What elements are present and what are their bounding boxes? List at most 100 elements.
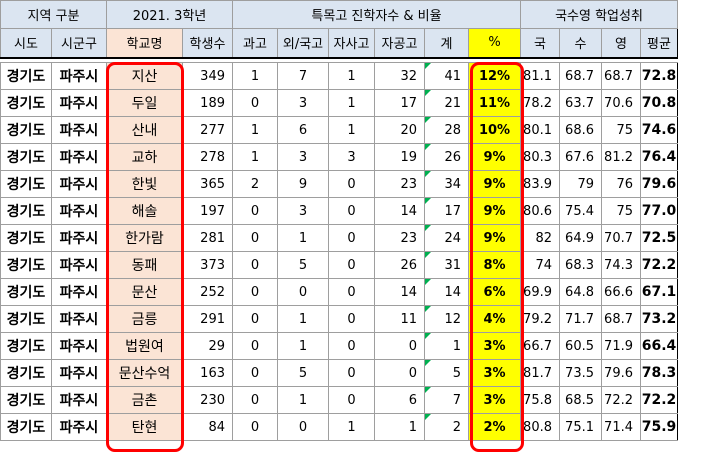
science-hs-cell[interactable]: 0 (232, 305, 278, 333)
korean-score-cell[interactable]: 80.6 (520, 197, 560, 225)
english-score-cell[interactable]: 68.7 (601, 62, 641, 90)
jagong-hs-cell[interactable]: 14 (374, 197, 425, 225)
foreign-hs-cell[interactable]: 9 (277, 170, 329, 198)
school-name-cell[interactable]: 해솔 (106, 197, 183, 225)
jagong-hs-cell[interactable]: 23 (374, 170, 425, 198)
school-name-cell[interactable]: 한빛 (106, 170, 183, 198)
jasa-hs-cell[interactable]: 0 (328, 197, 375, 225)
korean-score-cell[interactable]: 74 (520, 251, 560, 279)
math-score-cell[interactable]: 64.9 (559, 224, 602, 252)
total-count-cell[interactable]: 26 (424, 143, 469, 171)
student-count-cell[interactable]: 189 (182, 89, 233, 117)
percent-cell[interactable]: 2% (468, 413, 521, 441)
average-score-cell[interactable]: 73.2 (640, 305, 678, 333)
jagong-hs-cell[interactable]: 20 (374, 116, 425, 144)
total-count-cell[interactable]: 41 (424, 62, 469, 90)
jagong-hs-cell[interactable]: 23 (374, 224, 425, 252)
total-count-cell[interactable]: 34 (424, 170, 469, 198)
average-score-cell[interactable]: 66.4 (640, 332, 678, 360)
average-score-cell[interactable]: 72.5 (640, 224, 678, 252)
col-header-english[interactable]: 영 (601, 28, 641, 58)
jasa-hs-cell[interactable]: 1 (328, 62, 375, 90)
percent-cell[interactable]: 8% (468, 251, 521, 279)
korean-score-cell[interactable]: 79.2 (520, 305, 560, 333)
sigungu-cell[interactable]: 파주시 (51, 251, 107, 279)
sido-cell[interactable]: 경기도 (0, 251, 52, 279)
english-score-cell[interactable]: 66.6 (601, 278, 641, 306)
math-score-cell[interactable]: 67.6 (559, 143, 602, 171)
korean-score-cell[interactable]: 78.2 (520, 89, 560, 117)
col-header-sigungu[interactable]: 시군구 (51, 28, 107, 58)
foreign-hs-cell[interactable]: 7 (277, 62, 329, 90)
sido-cell[interactable]: 경기도 (0, 359, 52, 387)
student-count-cell[interactable]: 197 (182, 197, 233, 225)
jagong-hs-cell[interactable]: 26 (374, 251, 425, 279)
sigungu-cell[interactable]: 파주시 (51, 278, 107, 306)
sigungu-cell[interactable]: 파주시 (51, 413, 107, 441)
jasa-hs-cell[interactable]: 0 (328, 386, 375, 414)
sido-cell[interactable]: 경기도 (0, 224, 52, 252)
percent-cell[interactable]: 9% (468, 143, 521, 171)
foreign-hs-cell[interactable]: 5 (277, 251, 329, 279)
math-score-cell[interactable]: 75.1 (559, 413, 602, 441)
school-name-cell[interactable]: 금릉 (106, 305, 183, 333)
math-score-cell[interactable]: 68.7 (559, 62, 602, 90)
jasa-hs-cell[interactable]: 3 (328, 143, 375, 171)
student-count-cell[interactable]: 84 (182, 413, 233, 441)
foreign-hs-cell[interactable]: 6 (277, 116, 329, 144)
col-header-percent[interactable]: % (468, 28, 521, 58)
sido-cell[interactable]: 경기도 (0, 197, 52, 225)
student-count-cell[interactable]: 252 (182, 278, 233, 306)
school-name-cell[interactable]: 산내 (106, 116, 183, 144)
korean-score-cell[interactable]: 83.9 (520, 170, 560, 198)
math-score-cell[interactable]: 79 (559, 170, 602, 198)
sido-cell[interactable]: 경기도 (0, 413, 52, 441)
total-count-cell[interactable]: 7 (424, 386, 469, 414)
sigungu-cell[interactable]: 파주시 (51, 62, 107, 90)
english-score-cell[interactable]: 70.7 (601, 224, 641, 252)
student-count-cell[interactable]: 373 (182, 251, 233, 279)
science-hs-cell[interactable]: 0 (232, 332, 278, 360)
jasa-hs-cell[interactable]: 1 (328, 89, 375, 117)
year-grade-group-header[interactable]: 2021. 3학년 (106, 0, 233, 29)
korean-score-cell[interactable]: 66.7 (520, 332, 560, 360)
sigungu-cell[interactable]: 파주시 (51, 89, 107, 117)
jagong-hs-cell[interactable]: 1 (374, 413, 425, 441)
english-score-cell[interactable]: 71.9 (601, 332, 641, 360)
average-score-cell[interactable]: 67.1 (640, 278, 678, 306)
korean-score-cell[interactable]: 82 (520, 224, 560, 252)
jasa-hs-cell[interactable]: 0 (328, 170, 375, 198)
sigungu-cell[interactable]: 파주시 (51, 224, 107, 252)
math-score-cell[interactable]: 68.3 (559, 251, 602, 279)
percent-cell[interactable]: 9% (468, 170, 521, 198)
korean-score-cell[interactable]: 80.8 (520, 413, 560, 441)
sido-cell[interactable]: 경기도 (0, 89, 52, 117)
total-count-cell[interactable]: 12 (424, 305, 469, 333)
jagong-hs-cell[interactable]: 32 (374, 62, 425, 90)
jagong-hs-cell[interactable]: 19 (374, 143, 425, 171)
total-count-cell[interactable]: 21 (424, 89, 469, 117)
region-group-header[interactable]: 지역 구분 (0, 0, 107, 29)
percent-cell[interactable]: 6% (468, 278, 521, 306)
percent-cell[interactable]: 3% (468, 386, 521, 414)
sido-cell[interactable]: 경기도 (0, 386, 52, 414)
foreign-hs-cell[interactable]: 1 (277, 332, 329, 360)
english-score-cell[interactable]: 70.6 (601, 89, 641, 117)
korean-score-cell[interactable]: 80.1 (520, 116, 560, 144)
col-header-math[interactable]: 수 (559, 28, 602, 58)
average-score-cell[interactable]: 78.3 (640, 359, 678, 387)
percent-cell[interactable]: 9% (468, 224, 521, 252)
col-header-jagong[interactable]: 자공고 (374, 28, 425, 58)
english-score-cell[interactable]: 75 (601, 116, 641, 144)
col-header-science[interactable]: 과고 (232, 28, 278, 58)
school-name-cell[interactable]: 교하 (106, 143, 183, 171)
scores-group-header[interactable]: 국수영 학업성취 (520, 0, 678, 29)
sido-cell[interactable]: 경기도 (0, 332, 52, 360)
science-hs-cell[interactable]: 0 (232, 359, 278, 387)
math-score-cell[interactable]: 68.5 (559, 386, 602, 414)
foreign-hs-cell[interactable]: 1 (277, 386, 329, 414)
science-hs-cell[interactable]: 0 (232, 197, 278, 225)
sigungu-cell[interactable]: 파주시 (51, 359, 107, 387)
math-score-cell[interactable]: 63.7 (559, 89, 602, 117)
total-count-cell[interactable]: 28 (424, 116, 469, 144)
